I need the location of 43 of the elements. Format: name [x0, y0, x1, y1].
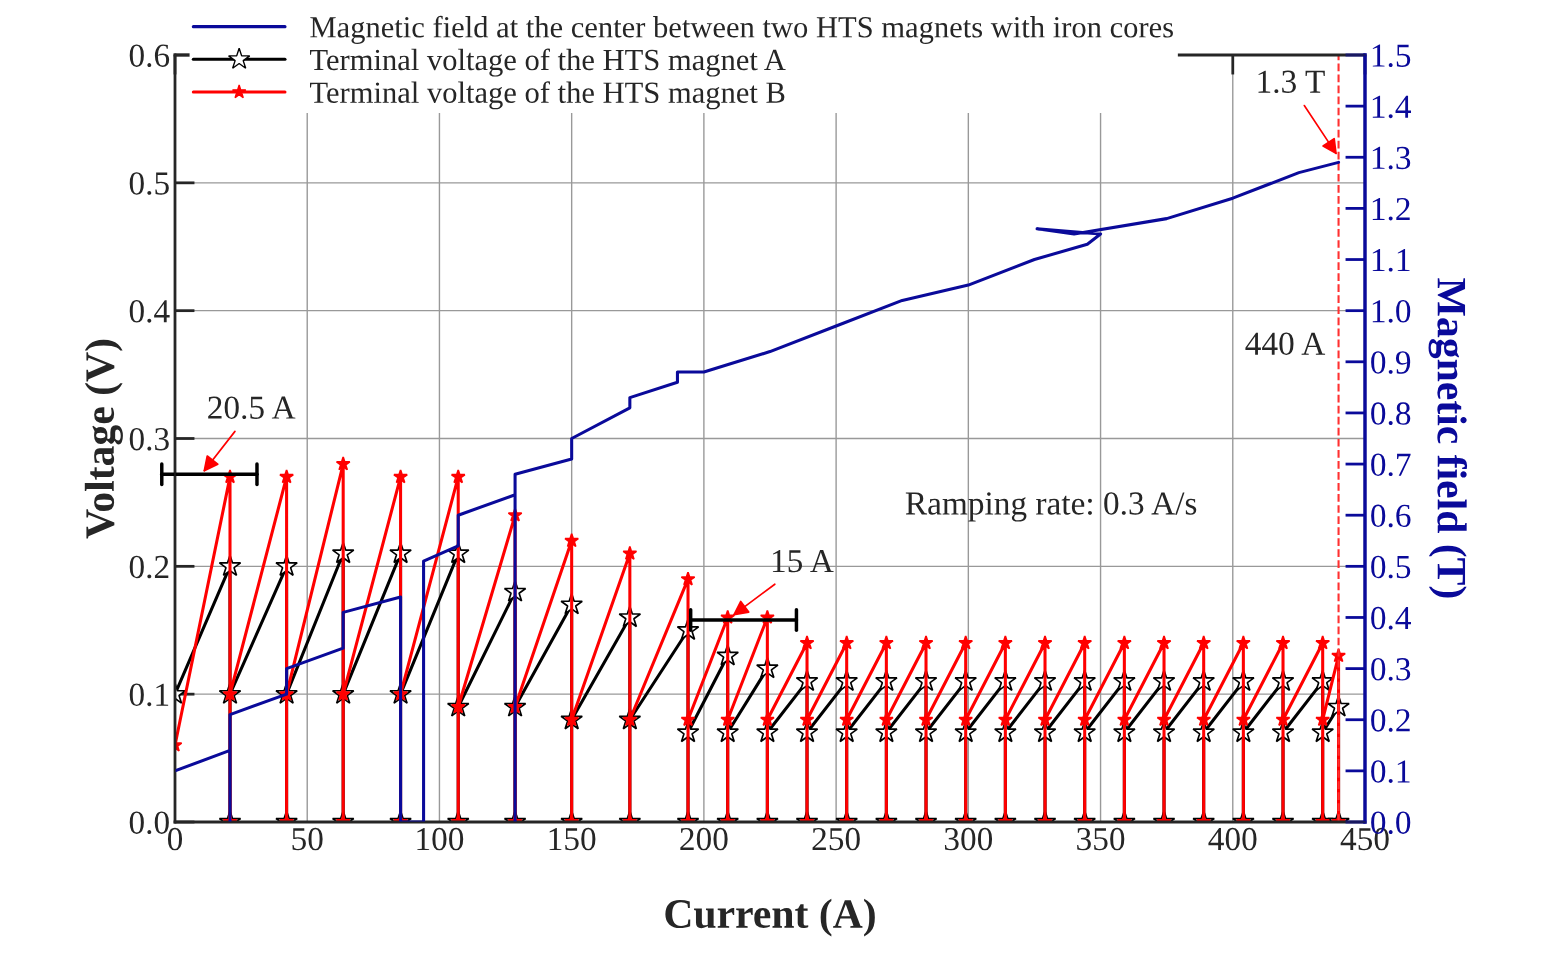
legend-label: Magnetic field at the center between two HTS magnets with iron cores [310, 15, 1173, 44]
annotation: 15 A [772, 550, 834, 573]
y-tick-label: 0.3 [129, 427, 169, 451]
y-tick-label: 0.2 [129, 555, 169, 579]
x-tick-label: 150 [549, 827, 596, 851]
y2-tick-label: 1.0 [1372, 300, 1411, 323]
y2-tick-label: 1.4 [1372, 95, 1412, 119]
annotation: Ramping rate: 0.3 A/s [905, 492, 1197, 522]
x-tick-label: 0 [167, 827, 183, 851]
y2-tick-label: 1.1 [1372, 249, 1410, 272]
y-axis-title: Voltage (V) [84, 339, 123, 539]
y2-axis-title: Magnetic field (T) [1428, 278, 1468, 598]
x-tick-label: 350 [1077, 827, 1125, 851]
y-tick-label: 0.4 [129, 300, 170, 323]
x-tick-label: 400 [1208, 827, 1257, 851]
y2-tick-label: 0.9 [1371, 351, 1411, 374]
annotation: 20.5 A [208, 396, 296, 420]
x-axis-title: Current (A) [665, 898, 875, 937]
y-tick-label: 0.6 [129, 44, 170, 68]
x-tick-label: 100 [417, 827, 464, 851]
y2-tick-label: 0.2 [1371, 709, 1410, 732]
x-tick-label: 250 [812, 827, 860, 851]
y2-tick-label: 0.5 [1371, 555, 1411, 579]
y2-tick-label: 1.5 [1372, 44, 1411, 68]
y2-tick-label: 0.6 [1371, 504, 1411, 528]
y2-tick-label: 1.2 [1372, 197, 1410, 221]
annotation: 1.3 T [1258, 70, 1325, 94]
legend-label: Terminal voltage of the HTS magnet A [310, 48, 786, 77]
y2-tick-label: 0.1 [1371, 760, 1410, 783]
y-tick-label: 0.5 [129, 172, 169, 195]
y2-tick-label: 0.7 [1371, 453, 1411, 477]
line-series [175, 160, 1341, 822]
y2-tick-label: 0.3 [1371, 658, 1411, 681]
y-tick-label: 0.1 [129, 683, 169, 707]
x-tick-label: 200 [680, 827, 728, 851]
y2-tick-label: 0.4 [1371, 606, 1412, 630]
y-tick-label: 0.0 [129, 811, 169, 835]
legend-label: Terminal voltage of the HTS magnet B [310, 81, 785, 110]
x-tick-label: 50 [292, 827, 323, 851]
y2-tick-label: 0.8 [1371, 402, 1411, 425]
x-tick-label: 300 [944, 827, 993, 851]
annotation: 440 A [1245, 332, 1326, 356]
y2-tick-label: 1.3 [1372, 146, 1411, 170]
